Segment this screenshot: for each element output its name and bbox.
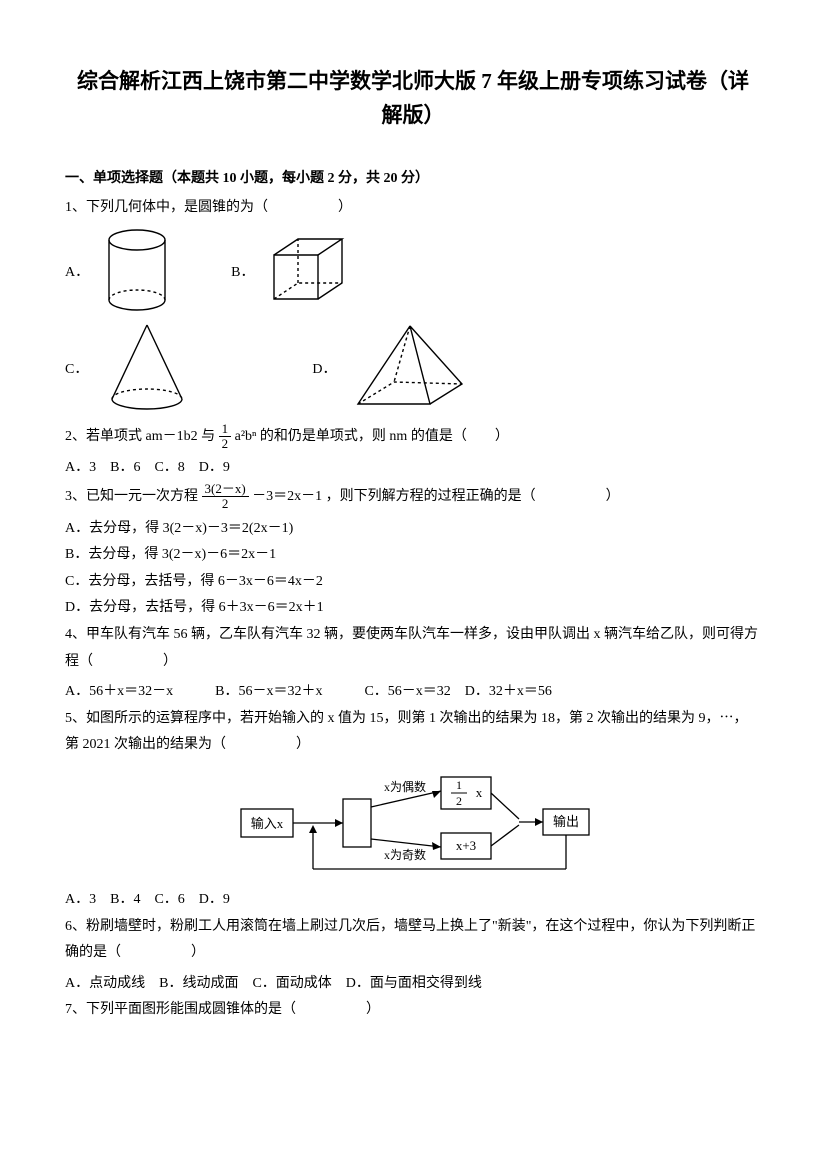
cube-icon bbox=[268, 233, 350, 309]
q3-fraction: 3(2－x) 2 bbox=[202, 482, 249, 512]
flow-output-label: 输出 bbox=[553, 814, 579, 829]
q6-stem: 6、粉刷墙壁时，粉刷工人用滚筒在墙上刷过几次后，墙壁马上换上了"新装"，在这个过… bbox=[65, 914, 761, 967]
q2-mid: a²bⁿ 的和仍是单项式，则 nm 的值是（ ） bbox=[235, 429, 509, 444]
q1-options-row1: A． B． bbox=[65, 228, 761, 314]
q3-option-d: D．去分母，去括号，得 6＋3x－6＝2x＋1 bbox=[65, 595, 761, 622]
q2-prefix: 2、若单项式 am－1b2 与 bbox=[65, 429, 215, 444]
cone-icon bbox=[102, 321, 192, 415]
q3-prefix: 3、已知一元一次方程 bbox=[65, 489, 198, 504]
svg-text:x: x bbox=[476, 785, 483, 800]
q2-stem: 2、若单项式 am－1b2 与 1 2 a²bⁿ 的和仍是单项式，则 nm 的值… bbox=[65, 422, 761, 452]
q6-options: A．点动成线 B．线动成面 C．面动成体 D．面与面相交得到线 bbox=[65, 971, 761, 998]
svg-text:1: 1 bbox=[456, 778, 462, 792]
q1-label-c: C． bbox=[65, 358, 88, 378]
q3-option-c: C．去分母，去括号，得 6－3x－6＝4x－2 bbox=[65, 569, 761, 596]
q3-option-a: A．去分母，得 3(2－x)－3＝2(2x－1) bbox=[65, 516, 761, 543]
q1-stem: 1、下列几何体中，是圆锥的为（ ） bbox=[65, 195, 761, 222]
q1-options-row2: C． D． bbox=[65, 320, 761, 416]
q5-options: A．3 B．4 C．6 D．9 bbox=[65, 887, 761, 914]
q5-flowchart: 输入x x为偶数 x为奇数 1 2 x x+3 bbox=[65, 769, 761, 879]
q2-fraction: 1 2 bbox=[219, 422, 232, 452]
cylinder-icon bbox=[103, 228, 171, 314]
flow-input-label: 输入x bbox=[251, 816, 284, 831]
title-line2: 解版） bbox=[382, 103, 445, 127]
q2-options: A．3 B．6 C．8 D．9 bbox=[65, 455, 761, 482]
flow-even-label: x为偶数 bbox=[384, 779, 426, 794]
q7-stem: 7、下列平面图形能围成圆锥体的是（ ） bbox=[65, 997, 761, 1024]
svg-text:2: 2 bbox=[456, 794, 462, 808]
q4-stem: 4、甲车队有汽车 56 辆，乙车队有汽车 32 辆，要使两车队汽车一样多，设由甲… bbox=[65, 622, 761, 675]
flow-odd-label: x为奇数 bbox=[384, 847, 426, 862]
flow-plus3-label: x+3 bbox=[456, 838, 476, 853]
q4-options: A．56＋x＝32－x B．56－x＝32＋x C．56－x＝32 D．32＋x… bbox=[65, 679, 761, 706]
title-line1: 综合解析江西上饶市第二中学数学北师大版 7 年级上册专项练习试卷（详 bbox=[77, 69, 749, 93]
q5-stem: 5、如图所示的运算程序中，若开始输入的 x 值为 15，则第 1 次输出的结果为… bbox=[65, 706, 761, 759]
pyramid-icon bbox=[350, 320, 470, 416]
q3-suffix: －3＝2x－1 ，则下列解方程的过程正确的是（ ） bbox=[252, 489, 620, 504]
q1-label-a: A． bbox=[65, 261, 89, 281]
q1-label-b: B． bbox=[231, 261, 254, 281]
q3-option-b: B．去分母，得 3(2－x)－6＝2x－1 bbox=[65, 542, 761, 569]
section-1-header: 一、单项选择题（本题共 10 小题，每小题 2 分，共 20 分） bbox=[65, 167, 761, 187]
q3-stem: 3、已知一元一次方程 3(2－x) 2 －3＝2x－1 ，则下列解方程的过程正确… bbox=[65, 482, 761, 512]
page-title: 综合解析江西上饶市第二中学数学北师大版 7 年级上册专项练习试卷（详 解版） bbox=[65, 65, 761, 132]
q1-label-d: D． bbox=[312, 358, 336, 378]
